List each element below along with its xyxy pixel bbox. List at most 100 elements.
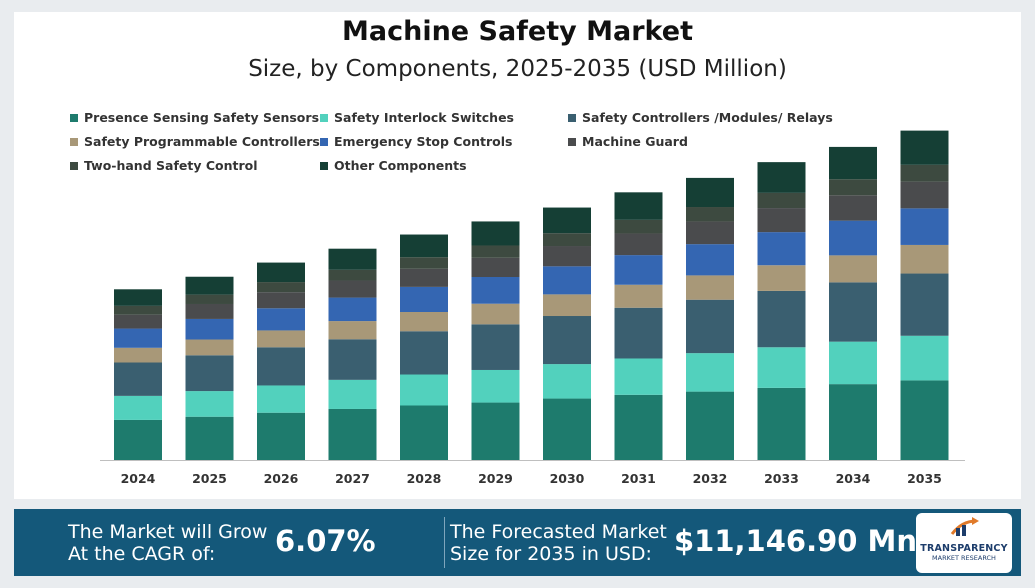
bar-segment: [614, 284, 663, 308]
cagr-label-line2: At the CAGR of:: [68, 543, 216, 565]
bar-segment: [757, 347, 806, 388]
bar-segment: [686, 244, 734, 276]
legend-label: Two-hand Safety Control: [84, 158, 258, 173]
bar-segment: [185, 355, 234, 392]
x-tick-label: 2024: [121, 471, 156, 486]
x-tick-label: 2032: [693, 471, 728, 486]
banner-divider: [444, 517, 445, 568]
bar-segment: [614, 358, 663, 395]
legend-label: Emergency Stop Controls: [334, 134, 513, 149]
bar-segment: [829, 220, 877, 256]
bar-segment: [471, 221, 520, 246]
legend-item: Other Components: [320, 158, 467, 173]
cagr-label: The Market will Grow At the CAGR of:: [68, 521, 267, 565]
x-tick-label: 2028: [407, 471, 442, 486]
bar-segment: [114, 362, 162, 396]
bar-segment: [686, 299, 734, 354]
summary-banner: The Market will Grow At the CAGR of: 6.0…: [14, 509, 1021, 576]
logo-text-line1: TRANSPARENCY: [920, 542, 1008, 554]
bar-segment: [900, 273, 949, 336]
bar-segment: [400, 257, 448, 269]
bar-segment: [686, 391, 734, 460]
legend-item: Safety Programmable Controllers: [70, 134, 320, 149]
bar-segment: [400, 286, 448, 313]
bar-segment: [185, 294, 234, 304]
x-tick-label: 2025: [192, 471, 227, 486]
legend-swatch: [568, 113, 576, 122]
bar-segment: [900, 380, 949, 460]
bar-segment: [900, 244, 949, 274]
bar-segment: [900, 208, 949, 245]
legend-swatch: [568, 137, 576, 146]
bar-segment: [114, 347, 162, 363]
legend-item: Two-hand Safety Control: [70, 158, 258, 173]
bar-segment: [114, 314, 162, 329]
bar-segment: [543, 233, 591, 247]
bar-segment: [900, 335, 949, 381]
bar-segment: [328, 269, 377, 281]
bar-segment: [114, 305, 162, 315]
bar-segment: [471, 303, 520, 325]
bar-segment: [185, 276, 234, 295]
bar-segment: [114, 395, 162, 420]
bar-segment: [686, 275, 734, 300]
bar-segment: [829, 195, 877, 221]
legend-label: Machine Guard: [582, 134, 688, 149]
bar-segment: [900, 164, 949, 182]
bar-segment: [328, 297, 377, 322]
bar-segment: [328, 321, 377, 340]
legend-label: Other Components: [334, 158, 467, 173]
bar-segment: [614, 192, 663, 220]
legend-item: Machine Guard: [568, 134, 688, 149]
chart-subtitle: Size, by Components, 2025-2035 (USD Mill…: [248, 56, 787, 82]
bar-segment: [400, 268, 448, 287]
bar-segment: [686, 353, 734, 392]
bar-segment: [757, 208, 806, 233]
legend-item: Safety Interlock Switches: [320, 110, 514, 125]
bar-segment: [328, 248, 377, 270]
legend-swatch: [320, 137, 328, 146]
bar-segment: [257, 292, 305, 309]
bar-segment: [400, 234, 448, 258]
x-tick-label: 2031: [621, 471, 656, 486]
x-tick-label: 2029: [478, 471, 513, 486]
bar-segment: [471, 324, 520, 370]
bar-segment: [185, 318, 234, 340]
bar-segment: [614, 255, 663, 285]
bar-segment: [185, 416, 234, 460]
bar-segment: [114, 419, 162, 460]
x-tick-label: 2033: [764, 471, 799, 486]
bar-segment: [757, 265, 806, 291]
bar-segment: [257, 282, 305, 293]
bar-segment: [757, 162, 806, 193]
bar-segment: [686, 207, 734, 222]
x-tick-label: 2030: [550, 471, 585, 486]
bar-segment: [114, 289, 162, 306]
legend-label: Safety Programmable Controllers: [84, 134, 320, 149]
bar-segment: [614, 233, 663, 256]
bar-segment: [400, 374, 448, 406]
bar-segment: [185, 391, 234, 417]
legend-swatch: [320, 113, 328, 122]
bar-segment: [543, 398, 591, 460]
bar-segment: [114, 328, 162, 348]
bar-segment: [257, 412, 305, 460]
logo-text-line2: MARKET RESEARCH: [932, 553, 996, 562]
x-tick-label: 2026: [264, 471, 299, 486]
legend-item: Emergency Stop Controls: [320, 134, 512, 149]
chart-title: Machine Safety Market: [342, 16, 693, 47]
x-tick-label: 2035: [907, 471, 942, 486]
bar-segment: [471, 257, 520, 278]
bar-segment: [400, 331, 448, 375]
legend-swatch: [70, 161, 78, 170]
bar-segment: [543, 246, 591, 267]
x-tick-label: 2027: [335, 471, 370, 486]
bar-segment: [471, 245, 520, 258]
legend-swatch: [70, 137, 78, 146]
bar-segment: [257, 330, 305, 348]
bar-segment: [543, 294, 591, 317]
bar-segment: [686, 177, 734, 208]
bar-segment: [257, 308, 305, 331]
bar-segment: [471, 277, 520, 304]
bar-segment: [829, 255, 877, 283]
